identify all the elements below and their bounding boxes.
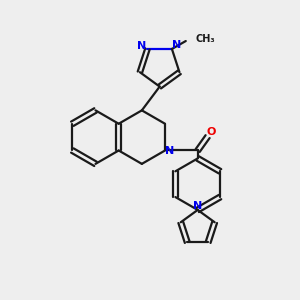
Text: O: O: [207, 127, 216, 137]
Text: N: N: [137, 41, 146, 51]
Text: N: N: [172, 40, 182, 50]
Text: N: N: [165, 146, 175, 157]
Text: N: N: [193, 201, 202, 211]
Text: CH₃: CH₃: [196, 34, 215, 44]
